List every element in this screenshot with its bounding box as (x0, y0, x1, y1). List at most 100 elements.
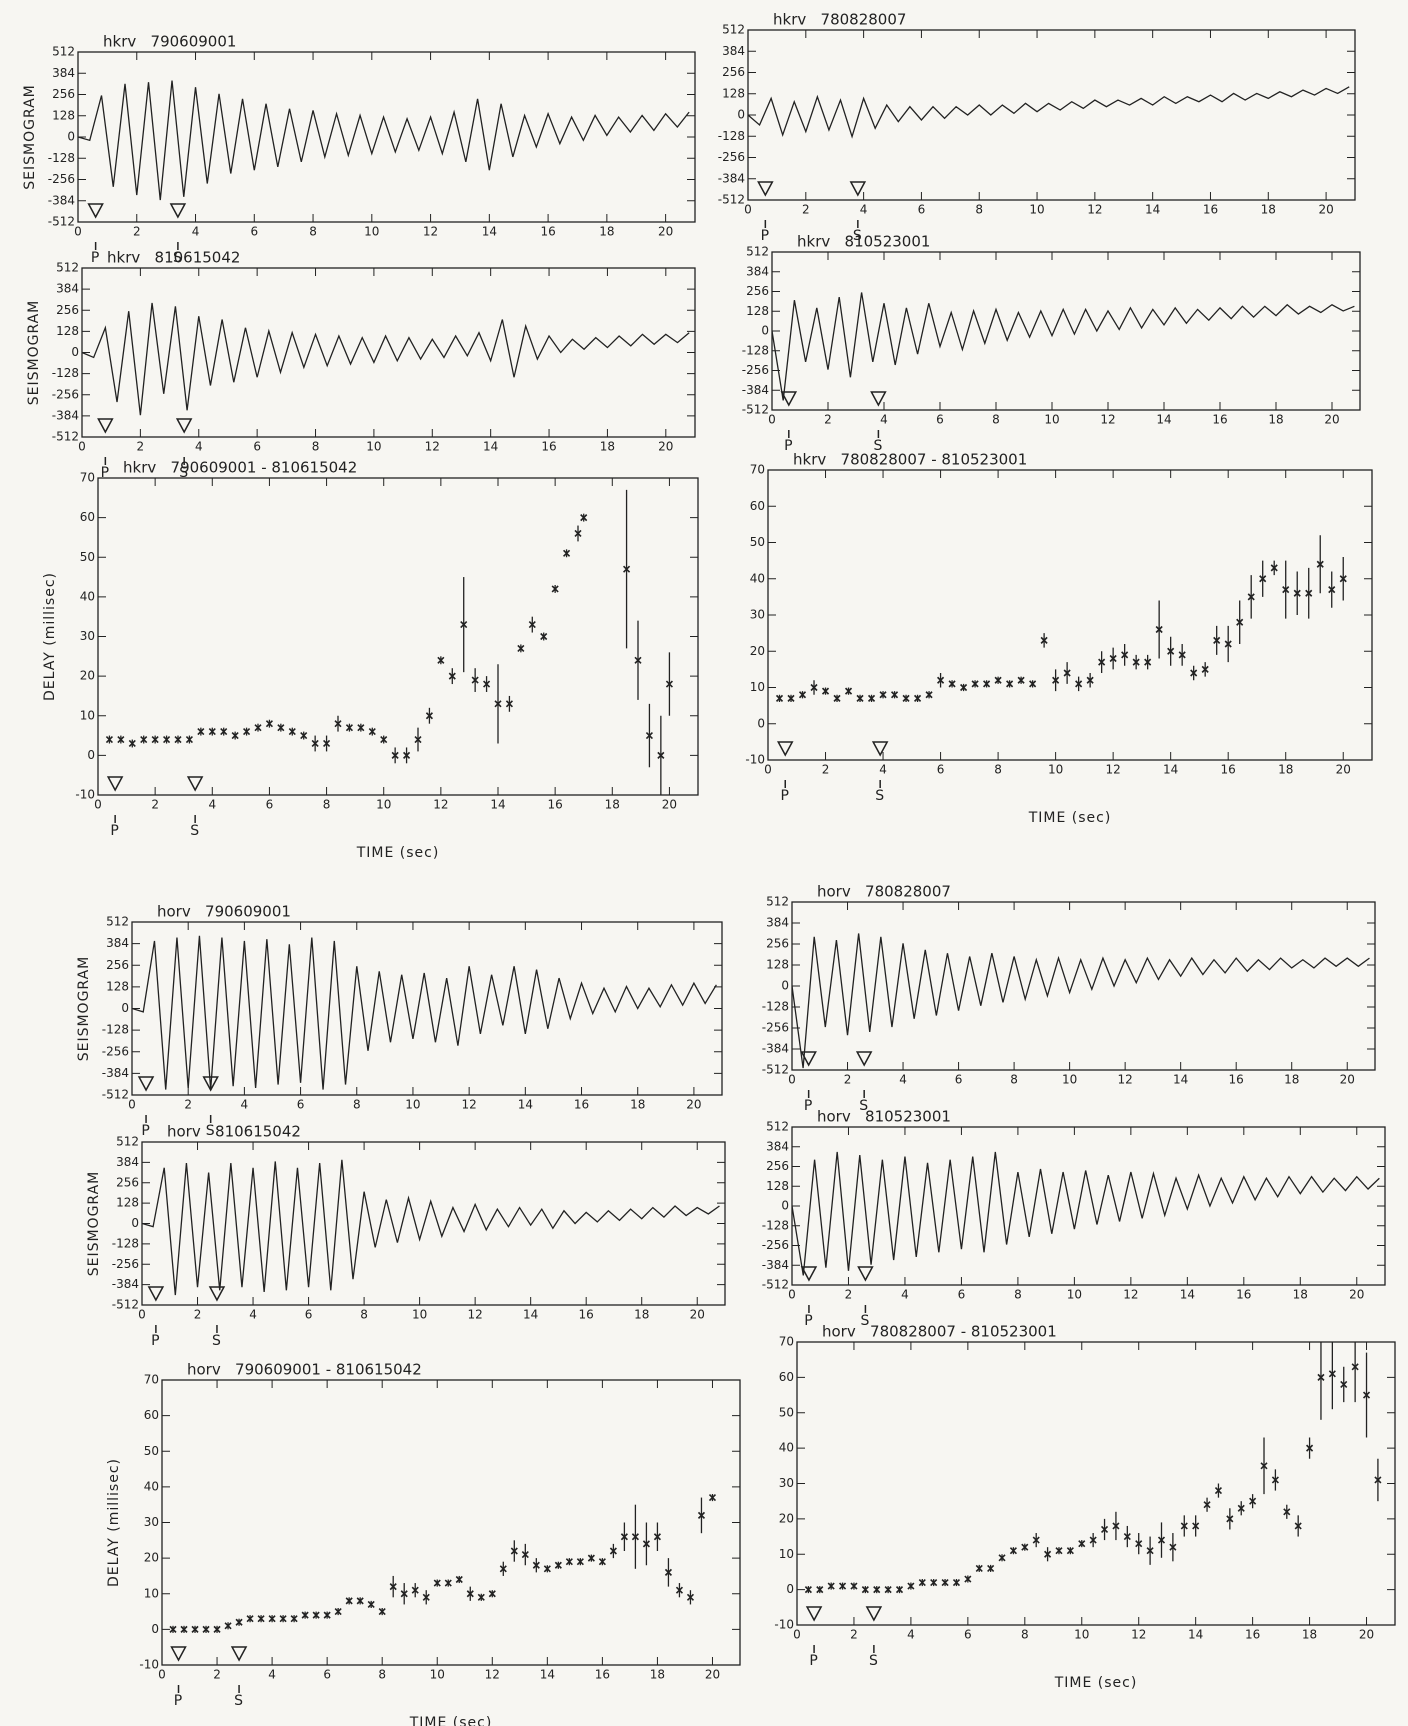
x-tick-label: 16 (1212, 413, 1227, 427)
delay-point (925, 691, 933, 699)
y-tick-label: 50 (750, 535, 765, 549)
seismogram-trace (772, 292, 1355, 401)
phase-marker (757, 181, 774, 197)
delay-point (634, 656, 642, 664)
phase-marker (870, 391, 887, 407)
y-tick-label: 60 (144, 1408, 159, 1422)
y-tick-label: 40 (144, 1479, 159, 1493)
phase-marker (97, 418, 114, 434)
x-tick-label: 2 (845, 1288, 853, 1302)
x-tick-label: 18 (1268, 413, 1283, 427)
delay-point (1029, 680, 1037, 688)
x-tick-label: 2 (184, 1098, 192, 1112)
delay-point (378, 1607, 386, 1616)
x-tick-label: 8 (378, 1668, 386, 1682)
y-tick-label: 384 (56, 282, 79, 296)
delay-point (367, 1600, 375, 1609)
y-tick-label: 50 (779, 1405, 794, 1419)
delay-point (675, 1586, 684, 1594)
delay-point (686, 1593, 695, 1601)
delay-point (975, 1564, 983, 1572)
y-tick-label: -128 (762, 1000, 789, 1014)
delay-point (510, 1547, 518, 1555)
y-tick-label: 256 (766, 1159, 789, 1173)
x-tick-label: 10 (1067, 1288, 1082, 1302)
delay-point (311, 739, 319, 748)
x-tick-label: 16 (574, 1098, 589, 1112)
x-tick-label: 20 (662, 798, 677, 812)
y-tick-label: 70 (750, 463, 765, 477)
delay-point (798, 691, 807, 699)
phase-label: P (141, 1123, 150, 1139)
delay-point (197, 728, 205, 736)
delay-point (437, 656, 445, 664)
x-tick-label: 8 (1014, 1288, 1022, 1302)
delay-point (821, 687, 830, 695)
delay-point (964, 1575, 972, 1583)
delay-point (565, 1558, 573, 1566)
y-tick-label: 384 (116, 1155, 139, 1169)
delay-point (645, 731, 653, 740)
delay-point (1040, 636, 1048, 644)
seismogram-trace (792, 933, 1370, 1069)
delay-point (257, 1615, 265, 1623)
x-tick-label: 18 (600, 440, 615, 454)
x-axis-label: TIME (sec) (1028, 810, 1112, 826)
delay-point (918, 1578, 926, 1587)
x-tick-label: 6 (918, 203, 926, 217)
x-tick-label: 16 (1245, 1628, 1260, 1642)
delay-point (620, 1533, 628, 1541)
delay-point (334, 720, 342, 728)
y-tick-label: 384 (106, 936, 129, 950)
y-tick-label: 30 (80, 629, 95, 643)
delay-point (810, 683, 818, 692)
delay-point (243, 728, 251, 736)
x-tick-label: 12 (425, 440, 440, 454)
x-tick-label: 0 (764, 763, 772, 777)
delay-point (1306, 1444, 1314, 1452)
y-tick-label: 512 (746, 245, 769, 259)
plot-body (169, 1493, 717, 1633)
x-tick-label: 0 (158, 1668, 166, 1682)
phase-marker (175, 418, 193, 434)
plot-body (142, 1159, 720, 1296)
seismogram-trace (748, 86, 1350, 139)
plot-body (792, 1151, 1380, 1276)
chart-title: horv 780828007 (817, 883, 951, 901)
x-tick-label: 14 (1156, 413, 1171, 427)
delay-point (971, 680, 979, 688)
y-tick-label: 256 (56, 303, 79, 317)
y-tick-label: -128 (112, 1236, 139, 1250)
plot-body (105, 489, 673, 795)
y-tick-label: 512 (722, 23, 745, 37)
phase-label: P (151, 1333, 160, 1349)
x-tick-label: 14 (540, 1668, 555, 1682)
y-tick-label: -10 (75, 788, 95, 802)
y-tick-label: 60 (750, 499, 765, 513)
x-tick-label: 10 (366, 440, 381, 454)
y-tick-label: 20 (80, 669, 95, 683)
delay-point (191, 1625, 199, 1633)
plot-body (792, 933, 1370, 1069)
delay-point (323, 1611, 331, 1619)
y-tick-label: -384 (102, 1066, 129, 1080)
x-tick-label: 20 (1349, 1288, 1364, 1302)
delay-point (884, 1586, 892, 1594)
panel: horv 790609001 - 810615042-1001020304050… (106, 1361, 741, 1726)
delay-point (1055, 1547, 1063, 1555)
x-tick-label: 16 (579, 1308, 594, 1322)
delay-point (890, 691, 899, 699)
x-tick-label: 4 (880, 413, 888, 427)
y-tick-label: 0 (781, 1199, 789, 1213)
delay-point (140, 735, 148, 744)
y-tick-label: 0 (737, 108, 745, 122)
phase-marker (849, 181, 867, 197)
delay-point (414, 735, 422, 744)
delay-point (208, 728, 216, 736)
panel: horv 790609001-512-384-256-1280128256384… (76, 903, 723, 1139)
x-tick-label: 16 (540, 225, 555, 239)
y-tick-label: 384 (766, 916, 789, 930)
y-tick-label: 384 (766, 1139, 789, 1153)
x-tick-label: 16 (1236, 1288, 1251, 1302)
